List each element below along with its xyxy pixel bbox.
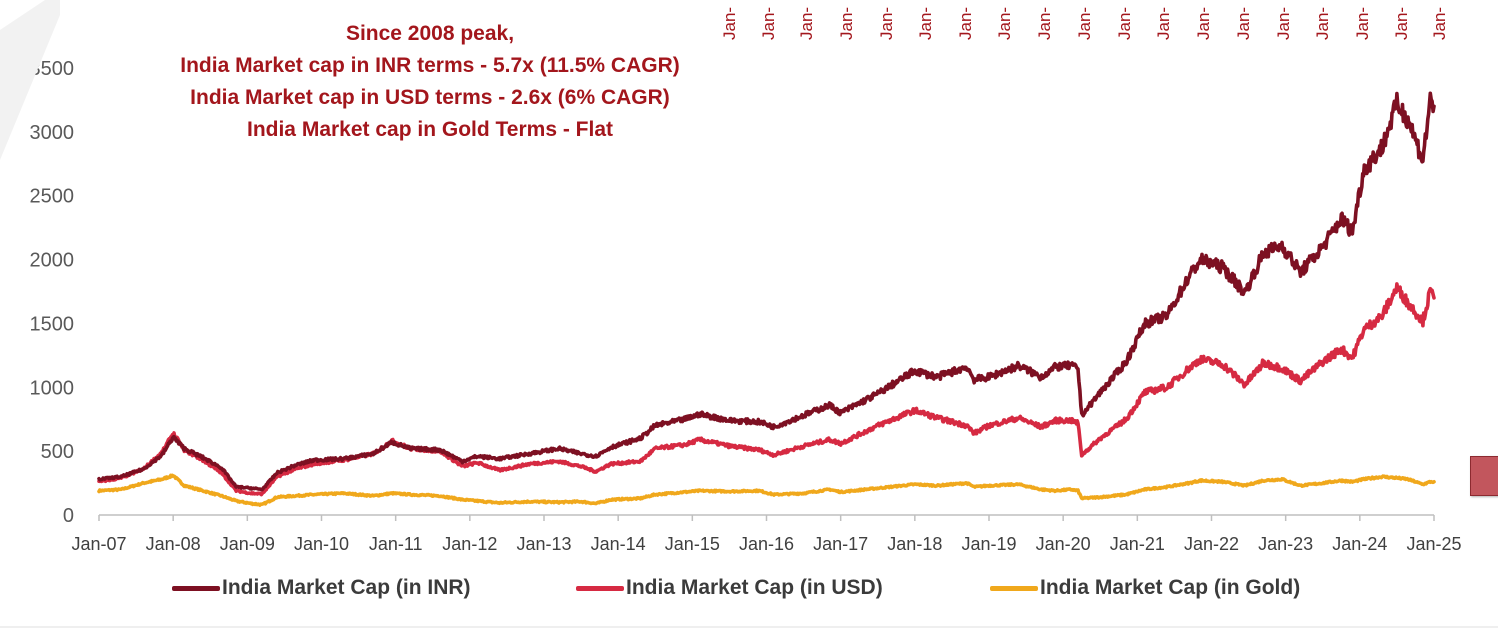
series-line-inr (97, 91, 1436, 492)
top-axis-label: Jan- (1194, 7, 1213, 40)
top-axis-label: Jan- (797, 7, 816, 40)
annotation-line-2: India Market cap in INR terms - 5.7x (11… (180, 54, 680, 77)
x-tick-label: Jan-20 (1036, 534, 1091, 554)
side-handle[interactable] (1470, 456, 1498, 496)
x-tick-label: Jan-17 (813, 534, 868, 554)
legend-swatch-usd (576, 585, 624, 591)
x-tick-label: Jan-15 (665, 534, 720, 554)
x-axis: Jan-07 Jan-08 Jan-09 Jan-10 Jan-11 Jan-12 Jan-… (71, 514, 1462, 554)
top-axis-label: Jan- (1115, 7, 1134, 40)
annotation-line-4: India Market cap in Gold Terms - Flat (246, 118, 613, 141)
x-tick-label: Jan-21 (1110, 534, 1165, 554)
x-tick-label: Jan-13 (516, 534, 571, 554)
top-axis-labels: Jan- Jan- Jan- Jan- Jan- Jan- Jan- Jan- Jan- Jan-… (720, 7, 1449, 40)
x-tick-label: Jan-18 (887, 534, 942, 554)
series-layer (97, 91, 1436, 507)
legend-item-inr: India Market Cap (in INR) (172, 570, 471, 606)
top-axis-label: Jan- (1075, 7, 1094, 40)
legend-label-usd: India Market Cap (in USD) (626, 576, 883, 599)
x-tick-label: Jan-25 (1406, 534, 1461, 554)
annotation-line-3: India Market cap in USD terms - 2.6x (6%… (190, 86, 670, 109)
top-axis-label: Jan- (1353, 7, 1372, 40)
series-line-usd (97, 282, 1436, 497)
bottom-divider (0, 626, 1498, 628)
x-tick-label: Jan-14 (591, 534, 646, 554)
x-tick-label: Jan-22 (1184, 534, 1239, 554)
y-tick-label: 2500 (30, 186, 75, 208)
chart-legend: India Market Cap (in INR) India Market C… (0, 570, 1498, 606)
top-axis-label: Jan- (916, 7, 935, 40)
x-tick-label: Jan-24 (1332, 534, 1387, 554)
x-tick-label: Jan-10 (294, 534, 349, 554)
y-tick-label: 3000 (30, 122, 75, 144)
y-tick-label: 2000 (30, 250, 75, 272)
legend-label-inr: India Market Cap (in INR) (222, 576, 471, 599)
y-tick-label: 1500 (30, 313, 75, 335)
chart-annotation: Since 2008 peak, India Market cap in INR… (120, 18, 740, 146)
y-tick-label: 500 (41, 441, 74, 463)
top-axis-label: Jan- (1154, 7, 1173, 40)
top-axis-label: Jan- (1313, 7, 1332, 40)
top-axis-label: Jan- (995, 7, 1014, 40)
x-tick-label: Jan-16 (739, 534, 794, 554)
top-axis-label: Jan- (1035, 7, 1054, 40)
top-axis-label: Jan- (837, 7, 856, 40)
legend-item-usd: India Market Cap (in USD) (576, 570, 883, 606)
x-tick-label: Jan-12 (442, 534, 497, 554)
x-tick-label: Jan-07 (71, 534, 126, 554)
legend-swatch-inr (172, 585, 220, 591)
top-axis-label: Jan- (956, 7, 975, 40)
top-axis-label: Jan- (1234, 7, 1253, 40)
y-axis: 0 500 1000 1500 2000 2500 3000 3500 (30, 58, 75, 527)
legend-swatch-gold (990, 585, 1038, 591)
top-axis-label: Jan- (1392, 7, 1411, 40)
x-tick-label: Jan-23 (1258, 534, 1313, 554)
annotation-line-1: Since 2008 peak, (345, 22, 515, 45)
y-tick-label: 1000 (30, 377, 75, 399)
y-tick-label: 3500 (30, 58, 75, 80)
top-axis-label: Jan- (1430, 7, 1449, 40)
x-tick-label: Jan-11 (369, 534, 423, 554)
x-tick-label: Jan-19 (961, 534, 1016, 554)
top-axis-label: Jan- (1274, 7, 1293, 40)
top-axis-label: Jan- (759, 7, 778, 40)
x-tick-label: Jan-09 (220, 534, 275, 554)
legend-item-gold: India Market Cap (in Gold) (990, 570, 1300, 606)
top-axis-label: Jan- (877, 7, 896, 40)
x-tick-label: Jan-08 (146, 534, 201, 554)
legend-label-gold: India Market Cap (in Gold) (1040, 576, 1301, 599)
top-axis-label: Jan- (720, 7, 739, 40)
y-tick-label: 0 (63, 505, 74, 527)
series-line-gold (97, 473, 1436, 507)
